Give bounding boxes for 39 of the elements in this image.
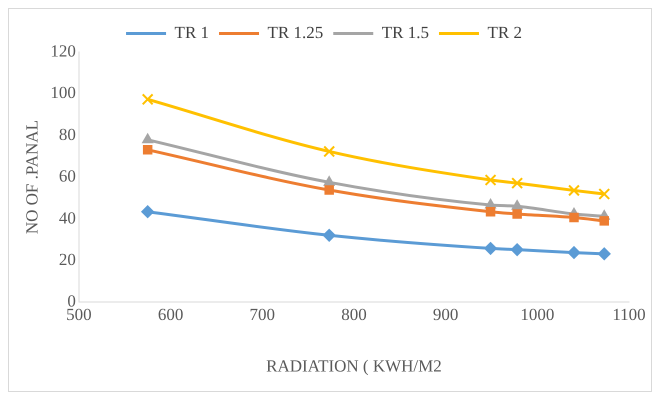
- point: [598, 247, 611, 260]
- y-tick-label: 120: [50, 41, 76, 60]
- point: [510, 243, 524, 256]
- legend-label: TR 1.5: [382, 22, 429, 42]
- point: [600, 216, 609, 226]
- legend-label: TR 1.25: [268, 22, 324, 42]
- point: [142, 133, 154, 144]
- legend-label: TR 2: [487, 22, 522, 42]
- point: [484, 242, 498, 255]
- x-tick-label: 1000: [520, 304, 554, 324]
- point: [598, 188, 610, 200]
- x-axis-title: RADIATION ( KWH/M2: [266, 356, 442, 376]
- point: [484, 174, 497, 186]
- legend-label: TR 1: [174, 22, 210, 42]
- point: [142, 93, 154, 106]
- point: [142, 145, 152, 155]
- x-tick-label: 1100: [612, 304, 646, 324]
- point: [324, 176, 335, 186]
- point: [569, 212, 579, 222]
- point: [511, 200, 523, 210]
- y-tick-label: 40: [58, 208, 76, 228]
- point: [511, 177, 524, 190]
- y-tick-label: 80: [58, 124, 76, 144]
- x-tick-label: 700: [250, 304, 276, 324]
- y-tick-label: 60: [58, 166, 76, 186]
- x-tick-label: 800: [341, 304, 367, 324]
- point: [486, 206, 496, 216]
- y-tick-label: 100: [50, 83, 76, 102]
- point: [323, 146, 336, 158]
- x-tick-label: 900: [432, 304, 458, 324]
- point: [567, 246, 580, 260]
- y-tick-label: 20: [58, 250, 76, 269]
- x-tick-label: 600: [158, 304, 184, 324]
- point: [141, 205, 154, 218]
- point: [512, 209, 522, 219]
- point: [322, 228, 336, 242]
- point: [324, 185, 334, 195]
- point: [568, 184, 580, 196]
- y-axis-title: NO OF .PANAL: [22, 120, 42, 234]
